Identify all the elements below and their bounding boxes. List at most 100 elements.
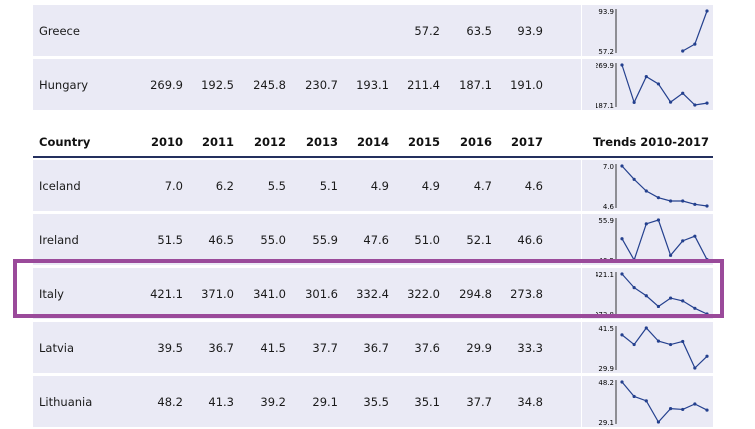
value-cell-2016: 294.8 (459, 286, 492, 301)
sparkline-point (693, 42, 697, 46)
table-row: Lithuania 48.2 41.3 39.2 29.1 35.5 35.1 37.7 34.… (33, 376, 713, 427)
country-name: Iceland (39, 178, 81, 193)
value-cell-2015: 51.0 (414, 232, 440, 247)
sparkline-max-label: 55.9 (598, 217, 614, 225)
sparkline-point (705, 257, 709, 262)
column-divider (581, 214, 582, 265)
country-name: Lithuania (39, 394, 93, 409)
sparkline-point (705, 354, 709, 358)
trend-sparkline: 269.9 187.1 (596, 62, 709, 110)
sparkline-point (705, 312, 709, 316)
value-cell-2010 (133, 5, 183, 56)
sparkline-point (620, 380, 624, 384)
sparkline-point (644, 75, 648, 79)
sparkline-point (668, 296, 673, 300)
header-year-2013[interactable]: 2013 (305, 135, 338, 149)
value-cell-2015: 322.0 (407, 286, 440, 301)
value-cell-2017: 191.0 (510, 77, 543, 92)
sparkline-point (668, 342, 673, 347)
value-cell-2011: 6.2 (215, 178, 234, 193)
sparkline-point (644, 222, 648, 226)
sparkline-point (620, 272, 624, 276)
sparkline-point (668, 100, 673, 104)
sparkline-max-label: 421.1 (596, 271, 614, 279)
value-cell-2012 (236, 5, 286, 56)
table-row: Latvia 39.5 36.7 41.5 37.7 36.7 37.6 29.9 33.3 41… (33, 322, 713, 373)
value-cell-2013: 37.7 (312, 340, 338, 355)
value-cell-2011: 41.3 (208, 394, 234, 409)
header-year-2011[interactable]: 2011 (201, 135, 234, 149)
value-cell-2011 (184, 5, 234, 56)
trend-sparkline: 48.2 29.1 (598, 379, 709, 427)
value-cell-2012: 55.0 (260, 232, 286, 247)
sparkline-point (644, 294, 648, 298)
table-header: Country 2010 2011 2012 2013 2014 2015 20… (33, 128, 713, 158)
header-country[interactable]: Country (39, 135, 91, 149)
sparkline-max-label: 41.5 (598, 325, 614, 333)
value-cell-2012: 5.5 (267, 178, 286, 193)
sparkline-point (632, 258, 636, 262)
sparkline-point (632, 394, 636, 399)
table-row: Ireland 51.5 46.5 55.0 55.9 47.6 51.0 52.1 46.6 5… (33, 214, 713, 265)
value-cell-2013: 230.7 (305, 77, 338, 92)
value-cell-2011: 46.5 (208, 232, 234, 247)
header-year-2010[interactable]: 2010 (150, 135, 183, 149)
column-divider (581, 322, 582, 373)
value-cell-2014: 193.1 (356, 77, 389, 92)
value-cell-2011: 36.7 (208, 340, 234, 355)
value-cell-2011: 371.0 (201, 286, 234, 301)
header-year-2015[interactable]: 2015 (407, 135, 440, 149)
header-year-2012[interactable]: 2012 (253, 135, 286, 149)
sparkline-point (656, 339, 661, 343)
column-divider (581, 376, 582, 427)
sparkline-point (693, 306, 697, 310)
value-cell-2016: 187.1 (459, 77, 492, 92)
sparkline-point (644, 189, 648, 193)
sparkline-point (681, 407, 685, 412)
table-row: Iceland 7.0 6.2 5.5 5.1 4.9 4.9 4.7 4.6 7.0 4.6 (33, 160, 713, 211)
value-cell-2017: 34.8 (517, 394, 543, 409)
value-cell-2010: 48.2 (157, 394, 183, 409)
trend-sparkline: 421.1 273.8 (596, 271, 709, 319)
value-cell-2015: 57.2 (414, 23, 440, 38)
sparkline-point (668, 406, 673, 411)
header-year-2016[interactable]: 2016 (459, 135, 492, 149)
sparkline-point (656, 218, 661, 222)
sparkline-line (621, 64, 708, 106)
sparkline-point (681, 339, 685, 344)
sparkline-max-label: 269.9 (596, 62, 614, 70)
country-name: Latvia (39, 340, 75, 355)
sparkline-min-label: 29.1 (598, 419, 614, 427)
header-year-2014[interactable]: 2014 (356, 135, 389, 149)
value-cell-2015: 35.1 (414, 394, 440, 409)
value-cell-2010: 421.1 (150, 286, 183, 301)
table-row: Italy 421.1 371.0 341.0 301.6 332.4 322.0 294.8… (33, 268, 713, 319)
sparkline-min-label: 46.5 (598, 257, 614, 265)
sparkline-point (705, 408, 709, 412)
sparkline-point (644, 326, 648, 330)
value-cell-2015: 211.4 (407, 77, 440, 92)
column-divider (581, 268, 582, 319)
sparkline-point (644, 399, 648, 403)
value-cell-2013: 55.9 (312, 232, 338, 247)
sparkline-line (621, 327, 708, 370)
value-cell-2017: 4.6 (524, 178, 543, 193)
sparkline-point (620, 164, 624, 168)
value-cell-2016: 63.5 (466, 23, 492, 38)
value-cell-2015: 4.9 (421, 178, 440, 193)
value-cell-2017: 93.9 (517, 23, 543, 38)
sparkline-max-label: 7.0 (603, 163, 614, 171)
header-year-2017[interactable]: 2017 (510, 135, 543, 149)
value-cell-2017: 273.8 (510, 286, 543, 301)
value-cell-2012: 245.8 (253, 77, 286, 92)
sparkline-point (705, 204, 709, 208)
country-name: Ireland (39, 232, 79, 247)
sparkline-point (656, 304, 661, 309)
value-cell-2016: 29.9 (466, 340, 492, 355)
sparkline-point (668, 199, 673, 203)
sparkline-max-label: 93.9 (598, 8, 614, 16)
value-cell-2011: 192.5 (201, 77, 234, 92)
sparkline-line (621, 165, 708, 207)
sparkline-point (705, 101, 709, 105)
value-cell-2012: 41.5 (260, 340, 286, 355)
